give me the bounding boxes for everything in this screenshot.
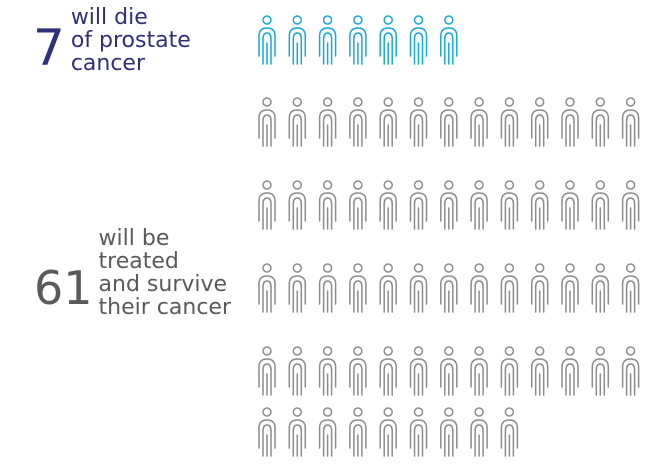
survived-statistic: 61 will be treated and survive their can… (34, 227, 231, 319)
person-icon (561, 346, 579, 396)
person-icon (349, 180, 367, 230)
person-icon (561, 97, 579, 147)
died-statistic: 7 will die of prostate cancer (33, 6, 191, 75)
person-icon (349, 15, 367, 65)
person-icon (379, 180, 397, 230)
person-icon (409, 346, 428, 396)
person-icon (288, 263, 307, 313)
person-icon (349, 97, 367, 147)
died-description-line: cancer (70, 51, 146, 76)
person-icon (288, 346, 307, 396)
survived-description-line: treated (98, 249, 179, 274)
person-icon (591, 346, 610, 396)
person-icon (318, 346, 337, 396)
person-icon (500, 407, 519, 457)
person-icon (258, 407, 276, 457)
person-icon (288, 180, 307, 230)
person-icon (409, 263, 428, 313)
person-icon (500, 346, 519, 396)
died-description: will die of prostate cancer (71, 6, 191, 75)
person-icon (470, 97, 488, 147)
died-description-line: of prostate (70, 28, 191, 53)
person-icon (318, 15, 337, 65)
person-icon (409, 97, 428, 147)
person-icon (409, 407, 428, 457)
person-icon (409, 180, 428, 230)
person-icon (349, 346, 367, 396)
person-icon (318, 407, 337, 457)
person-icon (258, 180, 276, 230)
person-icon (530, 180, 549, 230)
people-icon-grid (258, 15, 640, 457)
person-icon (530, 263, 549, 313)
person-icon (258, 15, 276, 65)
person-icon (621, 346, 640, 396)
person-icon (621, 97, 640, 147)
person-icon (591, 97, 610, 147)
person-icon (621, 263, 640, 313)
person-icon (349, 407, 367, 457)
person-icon (258, 346, 276, 396)
person-icon (440, 407, 458, 457)
person-icon (409, 15, 428, 65)
person-icon (500, 180, 519, 230)
died-description-line: will die (70, 5, 148, 30)
person-icon (440, 15, 458, 65)
person-icon (258, 97, 276, 147)
person-icon (379, 263, 397, 313)
survived-description: will be treated and survive their cancer (99, 227, 231, 319)
person-icon (379, 97, 397, 147)
person-icon (530, 97, 549, 147)
person-icon (530, 346, 549, 396)
person-icon (561, 180, 579, 230)
person-icon (470, 346, 488, 396)
person-icon (470, 407, 488, 457)
person-icon (621, 180, 640, 230)
person-icon (470, 263, 488, 313)
person-icon (591, 263, 610, 313)
person-icon (500, 97, 519, 147)
person-icon (440, 346, 458, 396)
person-icon (288, 407, 307, 457)
person-icon (470, 180, 488, 230)
person-icon (379, 346, 397, 396)
person-icon (500, 263, 519, 313)
person-icon (349, 263, 367, 313)
person-icon (561, 263, 579, 313)
person-icon (379, 15, 397, 65)
survived-description-line: and survive (98, 272, 228, 297)
person-icon (258, 263, 276, 313)
person-icon (318, 97, 337, 147)
person-icon (440, 180, 458, 230)
person-icon (288, 97, 307, 147)
survived-description-line: their cancer (98, 295, 231, 320)
survived-description-line: will be (98, 226, 170, 251)
survived-count: 61 (34, 261, 93, 315)
person-icon (440, 263, 458, 313)
died-count: 7 (33, 18, 65, 77)
person-icon (318, 263, 337, 313)
person-icon (318, 180, 337, 230)
person-icon (440, 97, 458, 147)
person-icon (288, 15, 307, 65)
person-icon (591, 180, 610, 230)
person-icon (379, 407, 397, 457)
